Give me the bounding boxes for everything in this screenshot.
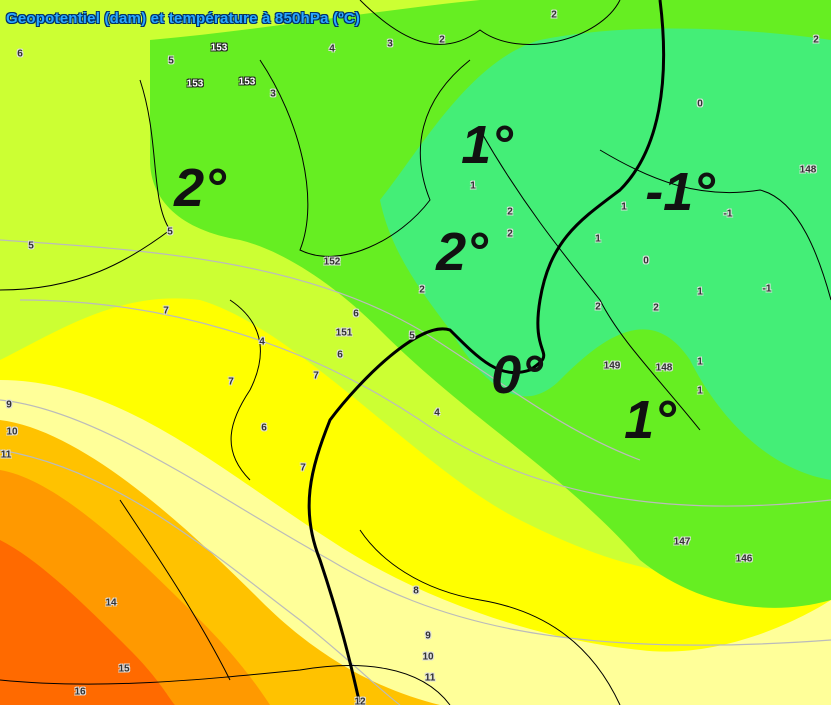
temperature-label: 14: [105, 597, 117, 609]
geopotential-label: 153: [238, 76, 256, 88]
temperature-label: -1: [762, 283, 772, 295]
temperature-label: 152: [323, 256, 341, 268]
temperature-label: 7: [300, 462, 306, 474]
geopotential-label: 153: [210, 42, 228, 54]
temperature-big-label: -1°: [645, 162, 715, 222]
temperature-label: 11: [424, 672, 436, 684]
temperature-label: 7: [163, 305, 169, 317]
temperature-label: 2: [507, 206, 513, 218]
temperature-label: 148: [655, 362, 673, 374]
temperature-label: 2: [551, 9, 557, 21]
temperature-label: 2: [595, 301, 601, 313]
temperature-label: 148: [799, 164, 817, 176]
temperature-label: 10: [422, 651, 434, 663]
temperature-label: 6: [337, 349, 343, 361]
temperature-label: 5: [167, 226, 173, 238]
temperature-big-label: 2°: [436, 222, 488, 282]
temperature-label: 1: [697, 356, 703, 368]
temperature-label: 0: [697, 98, 703, 110]
temperature-big-label: 0°: [491, 345, 543, 405]
temperature-label: 4: [259, 336, 265, 348]
temperature-label: 149: [603, 360, 621, 372]
temperature-label: 6: [17, 48, 23, 60]
temperature-label: 6: [353, 308, 359, 320]
temperature-label: 6: [261, 422, 267, 434]
temperature-label: 5: [168, 55, 174, 67]
temperature-label: 9: [425, 630, 431, 642]
temperature-label: 1: [470, 180, 476, 192]
temperature-label: 2: [507, 228, 513, 240]
temperature-label: 8: [413, 585, 419, 597]
temperature-label: 146: [735, 553, 753, 565]
isotherms: [0, 239, 831, 705]
temperature-label: 16: [74, 686, 86, 698]
temperature-label: 4: [329, 43, 335, 55]
temperature-label: 0: [643, 255, 649, 267]
temperature-label: 3: [270, 88, 276, 100]
field-orange-deep: [0, 540, 175, 705]
temperature-label: 3: [387, 38, 393, 50]
isotherm-zero: [307, 0, 666, 705]
temperature-label: -1: [723, 208, 733, 220]
temperature-label: 9: [6, 399, 12, 411]
temperature-label: 7: [313, 370, 319, 382]
temperature-label: 15: [118, 663, 130, 675]
temperature-label: 1: [621, 201, 627, 213]
temperature-big-label: 2°: [174, 158, 226, 218]
temperature-big-label: 1°: [461, 115, 513, 175]
temperature-label: 7: [228, 376, 234, 388]
temperature-label: 11: [0, 449, 12, 461]
temperature-label: 147: [673, 536, 691, 548]
temperature-label: 2: [419, 284, 425, 296]
temperature-label: 2: [439, 34, 445, 46]
temperature-label: 1: [595, 233, 601, 245]
temperature-label: 5: [409, 330, 415, 342]
temperature-label: 151: [335, 327, 353, 339]
temperature-label: 4: [434, 407, 440, 419]
temperature-label: 1: [697, 385, 703, 397]
map-title: Geopotentiel (dam) et température à 850h…: [6, 10, 361, 27]
temperature-big-label: 1°: [624, 390, 676, 450]
temperature-label: 5: [28, 240, 34, 252]
temperature-label: 2: [653, 302, 659, 314]
temperature-label: 1: [697, 286, 703, 298]
geopotential-label: 153: [186, 78, 204, 90]
temperature-label: 2: [813, 34, 819, 46]
temperature-label: 10: [6, 426, 18, 438]
temperature-label: 12: [354, 696, 366, 705]
